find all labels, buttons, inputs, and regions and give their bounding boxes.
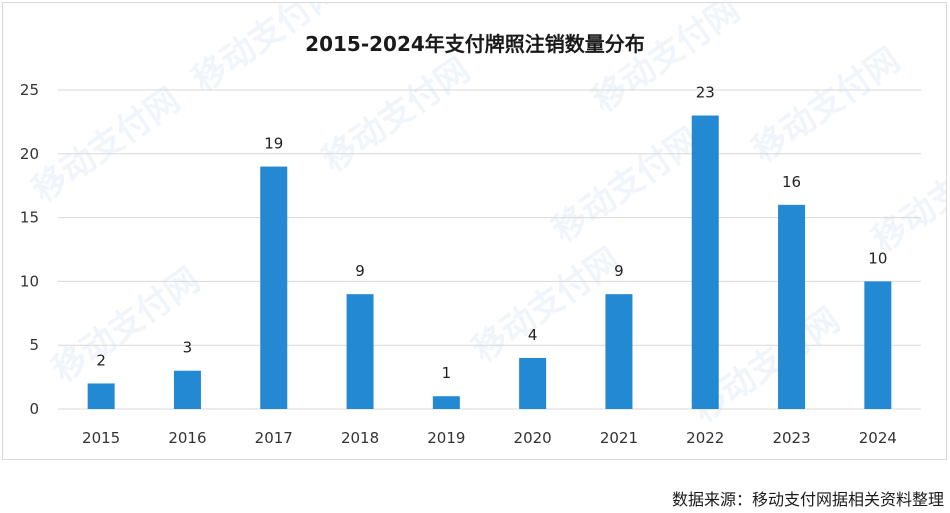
bar-2023 xyxy=(778,204,806,409)
data-label-2017: 19 xyxy=(264,135,283,153)
x-tick-label-2024: 2024 xyxy=(859,429,897,447)
data-label-2022: 23 xyxy=(696,84,715,102)
bar-2020 xyxy=(519,357,547,409)
data-label-2018: 9 xyxy=(355,262,365,280)
bar-2024 xyxy=(864,281,892,409)
y-tick-label: 20 xyxy=(20,145,39,163)
y-tick-label: 25 xyxy=(20,81,39,99)
watermark-text: 移动支付网 xyxy=(25,80,187,210)
bar-2021 xyxy=(605,294,633,409)
y-tick-label: 15 xyxy=(20,209,39,227)
data-label-2024: 10 xyxy=(868,249,887,267)
y-tick-label: 0 xyxy=(29,400,39,418)
x-axis-ticks: 2015 2016 2017 2018 2019 2020 2021 2022 2023 2024 xyxy=(82,429,897,447)
bar-2022 xyxy=(691,115,719,410)
x-tick-label-2020: 2020 xyxy=(514,429,552,447)
watermark-text: 移动支付网 xyxy=(465,240,627,370)
bar-2016 xyxy=(173,370,201,409)
x-tick-label-2019: 2019 xyxy=(427,429,465,447)
bar-2019 xyxy=(432,396,460,409)
bar-2017 xyxy=(260,166,288,409)
grid-lines xyxy=(58,89,921,410)
data-label-2023: 16 xyxy=(782,173,801,191)
watermark-text: 移动支付网 xyxy=(745,40,907,170)
watermark-text: 移动支付网 xyxy=(315,50,477,180)
bar-2015 xyxy=(87,383,115,409)
x-tick-label-2018: 2018 xyxy=(341,429,379,447)
data-label-2016: 3 xyxy=(183,339,193,357)
watermark-text: 移动支付网 xyxy=(585,3,747,120)
x-tick-label-2023: 2023 xyxy=(772,429,810,447)
y-tick-label: 5 xyxy=(29,336,39,354)
x-tick-label-2022: 2022 xyxy=(686,429,724,447)
x-tick-label-2016: 2016 xyxy=(168,429,206,447)
watermark-text: 移动支付网 xyxy=(865,130,946,260)
bars xyxy=(87,115,892,410)
y-tick-label: 10 xyxy=(20,272,39,290)
data-label-2020: 4 xyxy=(528,326,538,344)
y-axis-ticks: 0 5 10 15 20 25 xyxy=(20,81,39,418)
data-label-2015: 2 xyxy=(96,351,106,369)
x-tick-label-2017: 2017 xyxy=(255,429,293,447)
source-note: 数据来源：移动支付网据相关资料整理 xyxy=(671,490,944,509)
bar-2018 xyxy=(346,294,374,409)
chart-frame: 移动支付网 移动支付网 移动支付网 移动支付网 移动支付网 移动支付网 移动支付网 移动支付网… xyxy=(2,2,947,460)
data-label-2021: 9 xyxy=(614,262,624,280)
chart-title: 2015-2024年支付牌照注销数量分布 xyxy=(305,32,645,56)
data-label-2019: 1 xyxy=(442,364,452,382)
x-tick-label-2015: 2015 xyxy=(82,429,120,447)
watermark-text: 移动支付网 xyxy=(545,120,707,250)
x-tick-label-2021: 2021 xyxy=(600,429,638,447)
